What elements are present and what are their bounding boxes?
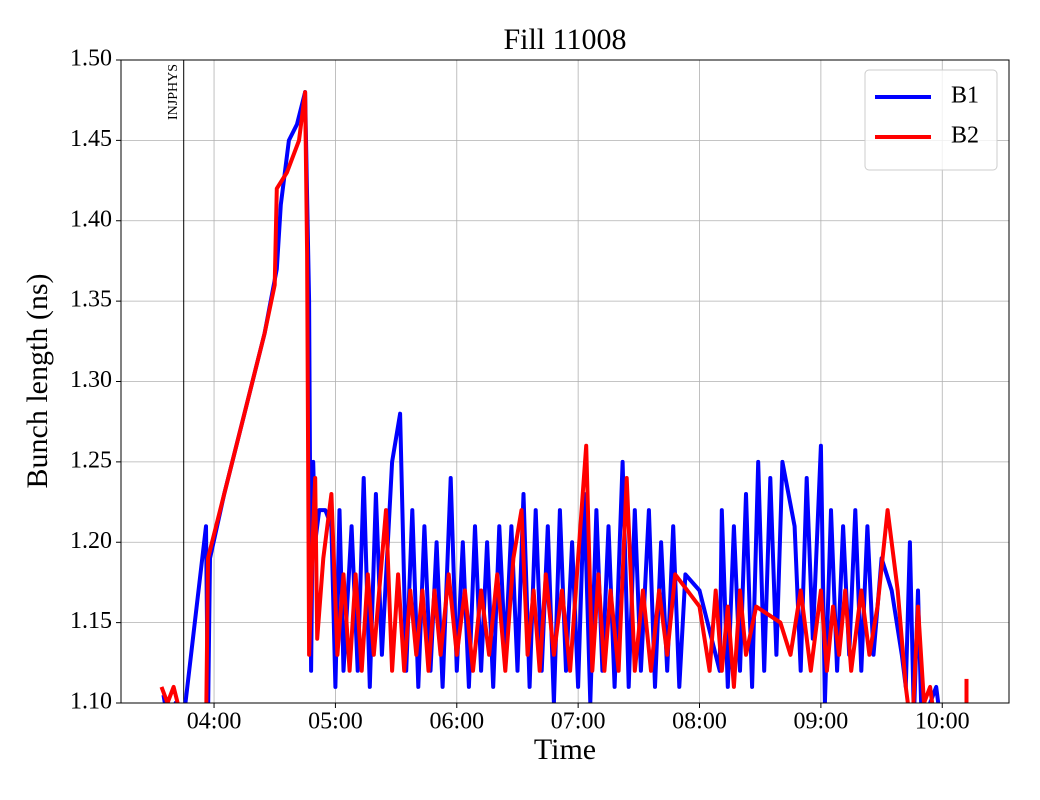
x-tick-label: 10:00 bbox=[915, 709, 970, 735]
y-tick-label: 1.35 bbox=[70, 287, 112, 313]
y-tick-label: 1.50 bbox=[70, 46, 112, 72]
y-tick-label: 1.15 bbox=[70, 608, 112, 634]
x-axis-label: Time bbox=[534, 733, 596, 766]
chart-title: Fill 11008 bbox=[503, 23, 626, 56]
annotation-label: INJPHYS bbox=[166, 64, 181, 120]
y-axis-label: Bunch length (ns) bbox=[21, 274, 54, 489]
legend: B1 B2 bbox=[864, 69, 998, 171]
y-tick-label: 1.45 bbox=[70, 126, 112, 152]
axes-frame bbox=[120, 59, 1010, 704]
x-tick-label: 06:00 bbox=[429, 709, 484, 735]
y-tick-label: 1.10 bbox=[70, 689, 112, 715]
x-tick-label: 09:00 bbox=[794, 709, 849, 735]
plot-area bbox=[159, 60, 969, 703]
legend-label: B1 bbox=[951, 83, 979, 109]
x-tick-label: 07:00 bbox=[551, 709, 606, 735]
legend-label: B2 bbox=[951, 123, 979, 149]
x-tick-label: 08:00 bbox=[672, 709, 727, 735]
y-tick-label: 1.20 bbox=[70, 528, 112, 554]
y-tick-label: 1.40 bbox=[70, 206, 112, 232]
y-tick-label: 1.30 bbox=[70, 367, 112, 393]
series-line bbox=[159, 90, 935, 703]
y-tick-label: 1.25 bbox=[70, 447, 112, 473]
x-tick-label: 05:00 bbox=[308, 709, 363, 735]
x-tick-label: 04:00 bbox=[187, 709, 242, 735]
